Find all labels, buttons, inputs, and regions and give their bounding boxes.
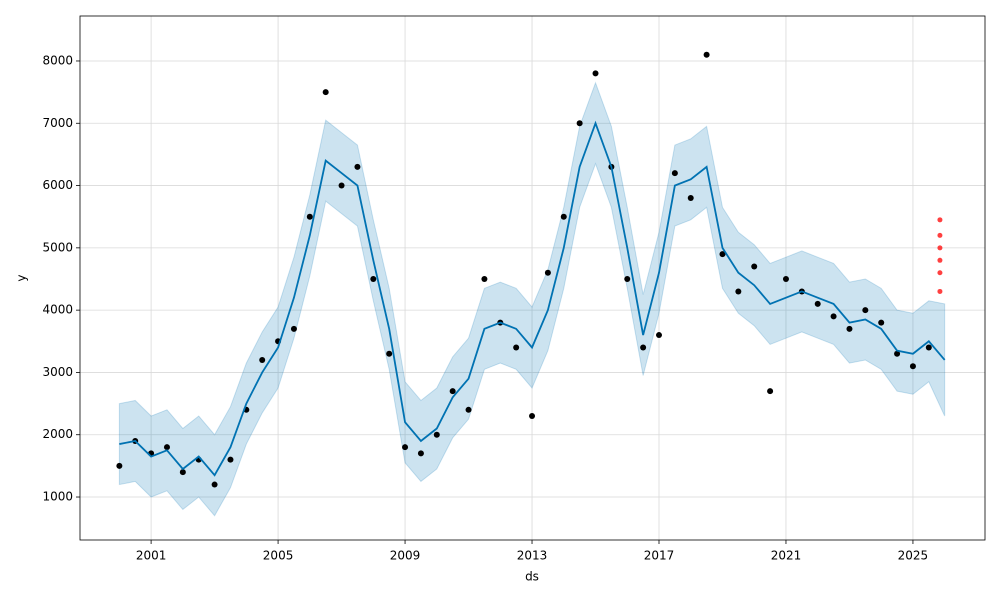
observed-point [671,170,678,177]
observed-point [449,388,456,395]
y-tick-label: 6000 [42,178,73,192]
observed-point [322,89,329,96]
observed-point [259,356,266,363]
y-tick-label: 5000 [42,240,73,254]
observed-point [878,319,885,326]
observed-point [751,263,758,270]
observed-point [402,444,409,451]
observed-point [338,182,345,189]
observed-point [354,163,361,170]
x-tick-label: 2005 [263,549,294,563]
observed-point [544,269,551,276]
observed-point [211,481,218,488]
x-tick-label: 2009 [390,549,421,563]
observed-point [560,213,567,220]
observed-point [386,350,393,357]
observed-point [735,288,742,295]
x-tick-label: 2021 [771,549,802,563]
recent-point [937,232,943,238]
y-tick-label: 4000 [42,303,73,317]
y-tick-label: 2000 [42,427,73,441]
observed-point [767,388,774,395]
observed-point [655,332,662,339]
observed-point [433,431,440,438]
observed-point [163,444,170,451]
uncertainty-band [118,81,946,517]
y-axis-label: y [15,274,29,281]
recent-point [937,245,943,251]
y-tick-label: 1000 [42,490,73,504]
observed-point [179,469,186,476]
observed-point [703,51,710,58]
observed-point [513,344,520,351]
recent-point [937,257,943,263]
observed-point [846,325,853,332]
observed-point [370,275,377,282]
observed-point [894,350,901,357]
y-tick-label: 7000 [42,116,73,130]
observed-point [417,450,424,457]
observed-point [862,307,869,314]
observed-point [830,313,837,320]
recent-point [937,270,943,276]
observed-point [624,275,631,282]
recent-point [937,288,943,294]
x-tick-label: 2001 [136,549,167,563]
observed-point [782,275,789,282]
observed-point [306,213,313,220]
observed-point [814,300,821,307]
observed-point [227,456,234,463]
observed-point [481,275,488,282]
y-tick-label: 3000 [42,365,73,379]
x-tick-label: 2017 [644,549,675,563]
observed-point [909,363,916,370]
plot-area [80,16,985,540]
x-axis-label: ds [525,570,539,584]
observed-point [290,325,297,332]
axes-frame [79,15,986,541]
observed-point [116,462,123,469]
forecast-line [119,120,946,477]
x-tick-label: 2025 [898,549,929,563]
observed-point [687,195,694,202]
x-tick-label: 2013 [517,549,548,563]
observed-point [592,70,599,77]
observed-point [576,120,583,127]
observed-point [465,406,472,413]
observed-point [719,251,726,258]
y-tick-label: 8000 [42,53,73,67]
observed-point [529,413,536,420]
recent-point [937,217,943,223]
observed-point [640,344,647,351]
observed-point [925,344,932,351]
